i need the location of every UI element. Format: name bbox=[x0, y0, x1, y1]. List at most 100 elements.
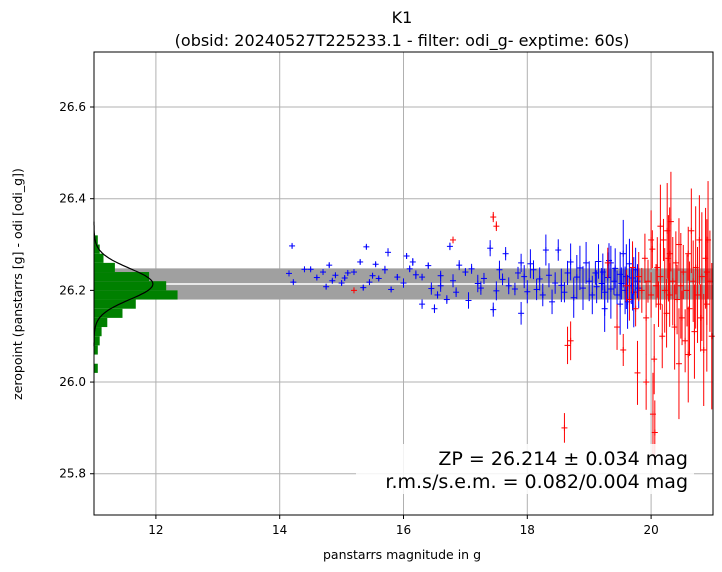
data-point bbox=[350, 269, 357, 276]
data-point bbox=[434, 291, 441, 299]
data-point bbox=[505, 277, 512, 295]
data-point bbox=[490, 211, 497, 223]
x-tick-label: 14 bbox=[272, 523, 287, 537]
data-point bbox=[682, 309, 689, 373]
data-point bbox=[425, 262, 432, 269]
data-point bbox=[518, 301, 525, 325]
data-point bbox=[564, 326, 571, 365]
data-point bbox=[542, 234, 549, 266]
data-point bbox=[450, 236, 457, 244]
data-point bbox=[567, 321, 574, 361]
data-point bbox=[632, 291, 639, 327]
x-axis-ticks: 12 14 16 18 20 bbox=[148, 515, 659, 537]
histogram bbox=[94, 235, 178, 373]
data-point bbox=[561, 413, 568, 443]
data-point bbox=[685, 226, 692, 281]
y-tick-label: 26.0 bbox=[59, 375, 86, 389]
data-point bbox=[598, 268, 605, 299]
data-point bbox=[564, 260, 571, 286]
data-point bbox=[651, 324, 658, 395]
data-point bbox=[626, 278, 633, 321]
data-point bbox=[307, 266, 314, 273]
data-point bbox=[363, 243, 370, 250]
data-point bbox=[502, 247, 509, 261]
data-point bbox=[617, 273, 624, 335]
data-point bbox=[654, 237, 661, 298]
histogram-bar bbox=[94, 327, 102, 337]
data-point bbox=[700, 293, 707, 406]
data-point bbox=[567, 243, 574, 281]
data-point bbox=[437, 270, 444, 281]
data-point bbox=[549, 289, 556, 315]
data-point bbox=[667, 171, 674, 272]
data-point bbox=[406, 265, 413, 273]
histogram-bar bbox=[94, 345, 98, 355]
data-point bbox=[403, 252, 410, 259]
y-axis-label: zeropoint (panstarrs [g] - odi [odi_g]) bbox=[10, 168, 25, 400]
data-point bbox=[375, 275, 382, 282]
data-point bbox=[490, 302, 497, 317]
data-point bbox=[680, 244, 687, 300]
data-point bbox=[672, 231, 679, 295]
data-point bbox=[638, 267, 645, 313]
x-tick-label: 18 bbox=[520, 523, 535, 537]
histogram-bar bbox=[94, 299, 136, 309]
x-axis-label: panstarrs magnitude in g bbox=[323, 547, 481, 562]
data-point bbox=[419, 273, 426, 281]
data-point bbox=[320, 269, 327, 276]
data-point bbox=[493, 221, 500, 232]
histogram-bar bbox=[94, 244, 100, 254]
data-point bbox=[679, 290, 686, 346]
data-point bbox=[496, 260, 503, 279]
data-point bbox=[697, 284, 704, 352]
data-point bbox=[610, 267, 617, 295]
data-point bbox=[570, 277, 577, 318]
data-point bbox=[691, 284, 698, 379]
data-point bbox=[372, 261, 379, 268]
data-point bbox=[674, 264, 681, 335]
data-point bbox=[400, 278, 407, 288]
data-point bbox=[620, 219, 627, 288]
data-point bbox=[595, 244, 602, 279]
data-point bbox=[326, 262, 333, 269]
data-point bbox=[555, 239, 562, 261]
data-point bbox=[477, 281, 484, 295]
data-point bbox=[290, 279, 297, 286]
histogram-bar bbox=[94, 336, 100, 346]
data-point bbox=[527, 249, 534, 279]
x-tick-label: 20 bbox=[643, 523, 658, 537]
histogram-bar bbox=[94, 281, 167, 291]
data-point bbox=[332, 272, 339, 279]
data-point bbox=[614, 304, 621, 350]
data-point bbox=[468, 263, 475, 274]
data-point bbox=[366, 279, 373, 286]
data-point bbox=[583, 241, 590, 284]
data-point bbox=[329, 277, 336, 284]
data-point bbox=[620, 333, 627, 366]
data-point bbox=[660, 218, 667, 261]
data-point bbox=[634, 340, 641, 405]
data-point bbox=[669, 237, 676, 326]
data-point bbox=[474, 274, 481, 293]
data-point bbox=[703, 219, 710, 325]
x-tick-label: 16 bbox=[396, 523, 411, 537]
data-point bbox=[515, 266, 522, 280]
data-points bbox=[285, 171, 715, 465]
chart-title: K1 bbox=[392, 8, 413, 27]
data-point bbox=[493, 281, 500, 301]
histogram-bar bbox=[94, 235, 98, 245]
data-point bbox=[381, 265, 388, 274]
data-point bbox=[708, 263, 715, 410]
data-point bbox=[350, 287, 357, 294]
data-point bbox=[685, 306, 692, 403]
data-point bbox=[518, 253, 525, 272]
data-point bbox=[629, 241, 636, 294]
y-tick-label: 26.6 bbox=[59, 100, 86, 114]
data-point bbox=[499, 273, 506, 286]
data-point bbox=[698, 212, 705, 341]
data-point bbox=[453, 287, 460, 298]
data-point bbox=[428, 282, 435, 295]
data-point bbox=[604, 247, 611, 279]
data-point bbox=[285, 270, 292, 277]
data-point bbox=[344, 269, 351, 276]
